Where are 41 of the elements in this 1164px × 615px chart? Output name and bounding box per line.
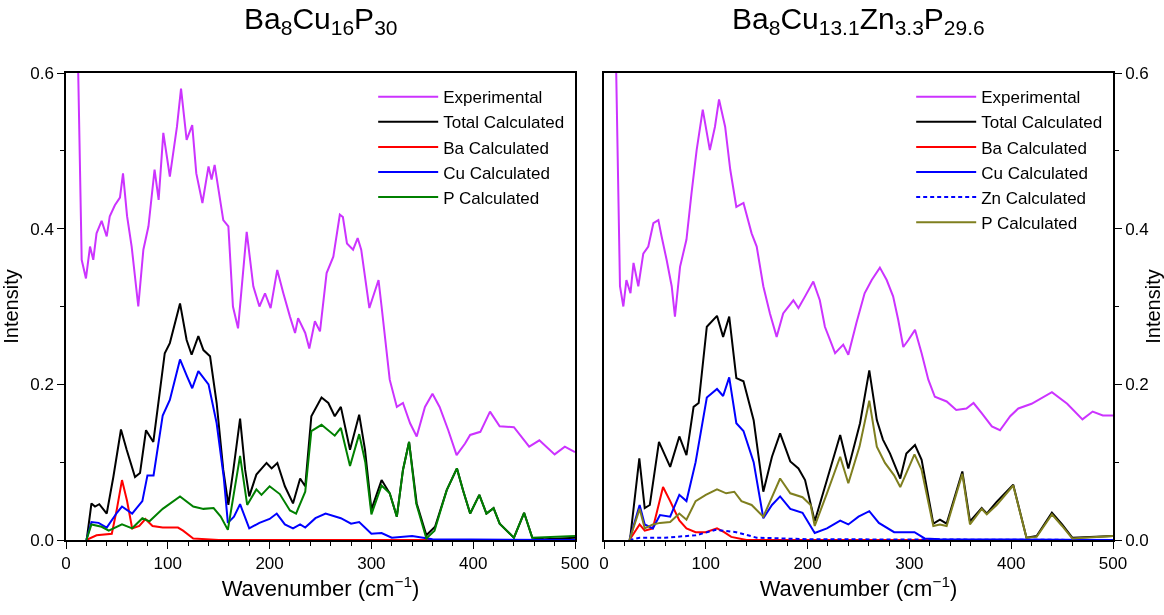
y-tick-label: 0.6 [30,63,54,83]
x-tick-label: 300 [357,554,386,574]
y-tick-label: 0.2 [30,375,54,395]
legend-label: Zn Calculated [981,188,1087,208]
legend-label: P Calculated [443,188,540,208]
x-tick-label: 400 [997,554,1026,574]
legend-label: Experimental [443,88,543,108]
legend-label: Total Calculated [981,113,1103,133]
legend-label: P Calculated [981,213,1078,233]
y-tick-label: 0.0 [30,530,54,550]
x-tick-label: 0 [61,554,71,574]
x-tick-label: 200 [793,554,822,574]
x-tick-label: 500 [560,554,590,574]
line-series [77,73,575,457]
legend-label: Ba Calculated [443,138,550,158]
x-tick-label: 0 [599,554,609,574]
y-tick-label: 0.4 [30,219,54,239]
x-axis-title: Wavenumber (cm$^{−1}$) [221,573,420,602]
y-axis-title: Intensity [0,269,23,344]
y2-tick-label: 0.2 [1125,375,1149,395]
x-axis-title: Wavenumber (cm$^{−1}$) [759,573,958,602]
x-tick-label: 100 [691,554,720,574]
line-series [615,73,1113,432]
x-tick-label: 400 [459,554,488,574]
legend-label: Experimental [981,88,1081,108]
y2-tick-label: 0.4 [1125,219,1149,239]
x-tick-label: 200 [255,554,284,574]
x-tick-label: 500 [1098,554,1128,574]
chart-title: Ba$_{8}$Cu$_{13.1}$Zn$_{3.3}$P$_{29.6}$ [732,2,985,40]
line-series [85,423,575,540]
legend-label: Total Calculated [443,113,565,133]
chart-title: Ba$_{8}$Cu$_{16}$P$_{30}$ [244,2,398,40]
y2-tick-label: 0.6 [1125,63,1149,83]
line-series [85,358,575,540]
x-tick-label: 100 [153,554,182,574]
y2-tick-label: 0.0 [1125,530,1149,550]
legend-label: Cu Calculated [443,163,550,183]
legend-label: Cu Calculated [981,163,1088,183]
legend-label: Ba Calculated [981,138,1088,158]
x-tick-label: 300 [895,554,924,574]
y2-axis-title: Intensity [1142,269,1164,344]
